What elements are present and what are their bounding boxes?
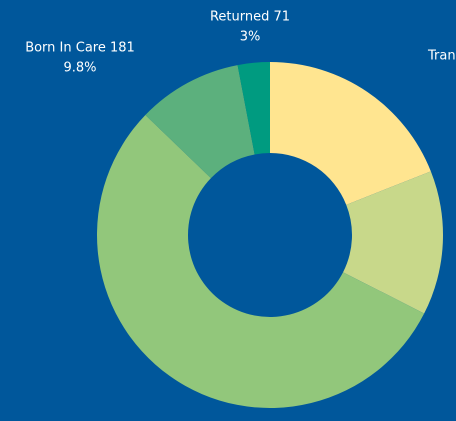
donut-slice [96,114,425,408]
slice-value-label: 3% [240,30,261,45]
donut-slice [343,171,443,314]
donut-slice [145,65,255,179]
slice-label: Tran [427,49,456,64]
slice-value-label: 9.8% [63,61,96,76]
donut-slice [270,62,431,205]
donut-slice [237,62,270,155]
slice-label: Returned 71 [210,10,290,25]
slice-label: Born In Care 181 [25,41,135,56]
